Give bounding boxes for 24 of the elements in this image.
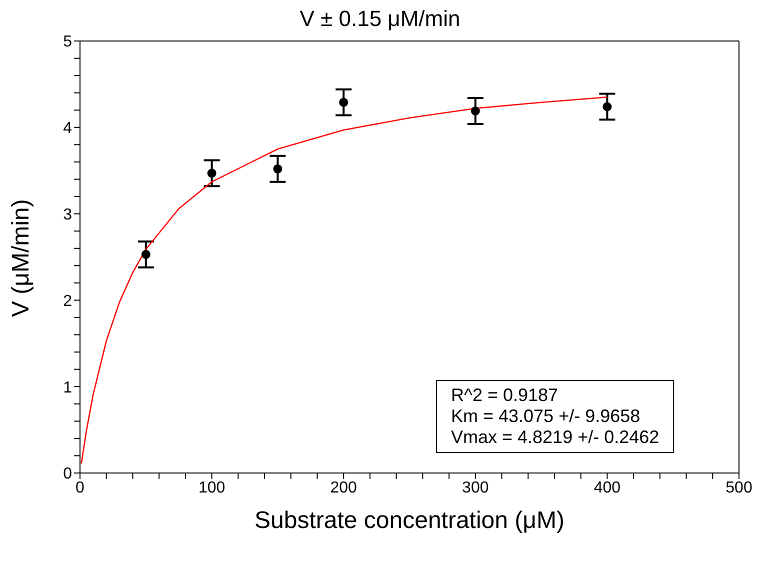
y-tick-label: 4 (63, 120, 72, 138)
annotation: Vmax = 4.8219 +/- 0.2462 (451, 427, 660, 448)
x-tick-label: 200 (330, 479, 358, 496)
x-axis-title: Substrate concentration (μM) (254, 507, 564, 534)
y-tick-label: 2 (63, 292, 72, 310)
point (273, 164, 282, 174)
y-tick-label: 0 (63, 466, 72, 483)
annotation: R^2 = 0.9187 (451, 385, 560, 406)
point (602, 102, 612, 112)
annotation: Km = 43.075 +/- 9.9658 (451, 406, 642, 427)
y-axis-title: V (μM/min) (8, 199, 35, 317)
x-tick-label: 500 (726, 479, 752, 496)
x-tick-label: 400 (594, 479, 621, 496)
y-tick-label: 1 (63, 379, 72, 396)
y-tick-label: 3 (63, 206, 72, 224)
point (141, 250, 150, 259)
point (470, 106, 480, 116)
x-tick-label: 300 (462, 479, 489, 496)
point (207, 168, 216, 178)
y-tick-label: 5 (63, 34, 72, 51)
x-tick-label: 100 (198, 479, 226, 496)
chart-title: V ± 0.15 μM/min (298, 6, 462, 32)
point (339, 98, 348, 107)
x-tick-label: 0 (76, 479, 85, 496)
